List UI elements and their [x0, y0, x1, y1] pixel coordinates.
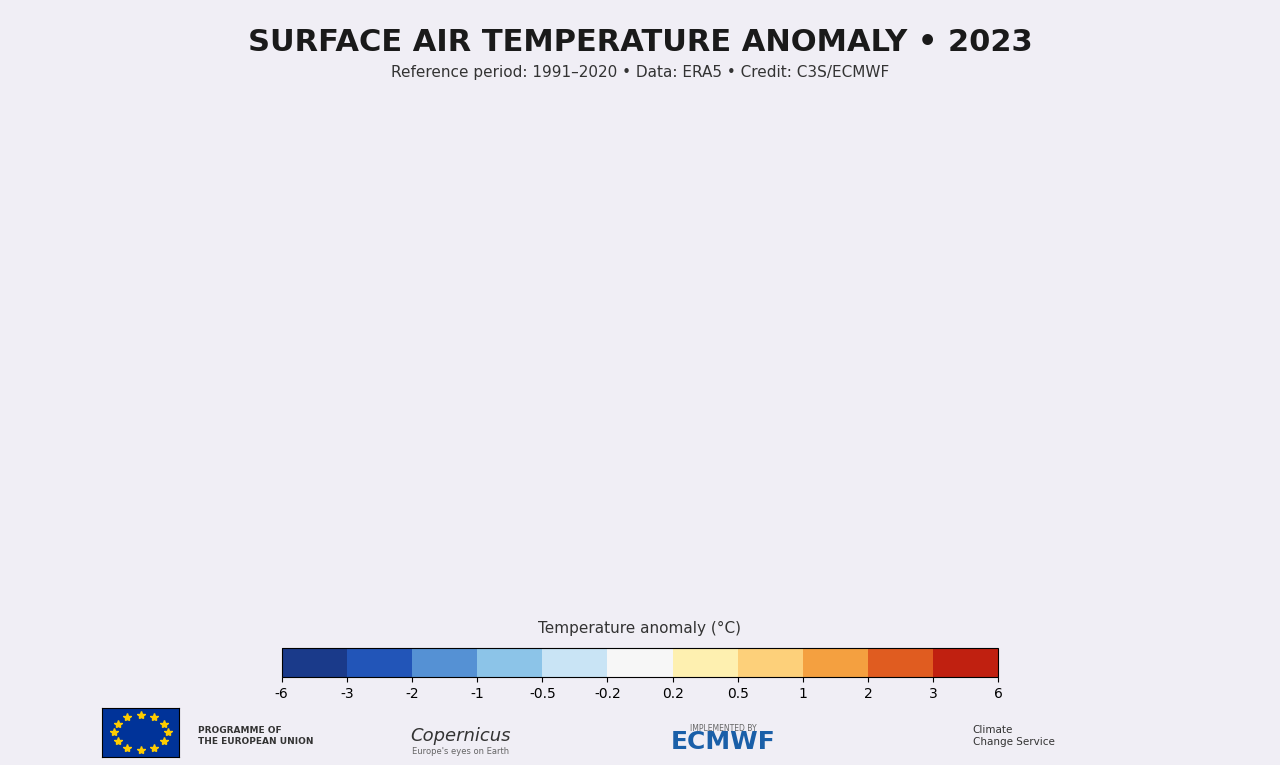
Text: Copernicus: Copernicus: [411, 727, 511, 745]
Text: PROGRAMME OF
THE EUROPEAN UNION: PROGRAMME OF THE EUROPEAN UNION: [198, 726, 314, 746]
Text: Temperature anomaly (°C): Temperature anomaly (°C): [539, 621, 741, 636]
Text: IMPLEMENTED BY: IMPLEMENTED BY: [690, 724, 756, 733]
Text: SURFACE AIR TEMPERATURE ANOMALY • 2023: SURFACE AIR TEMPERATURE ANOMALY • 2023: [248, 28, 1032, 57]
Text: ECMWF: ECMWF: [671, 730, 776, 754]
Text: Climate
Change Service: Climate Change Service: [973, 725, 1055, 747]
Text: Europe's eyes on Earth: Europe's eyes on Earth: [412, 747, 509, 756]
Text: Reference period: 1991–2020 • Data: ERA5 • Credit: C3S/ECMWF: Reference period: 1991–2020 • Data: ERA5…: [390, 65, 890, 80]
